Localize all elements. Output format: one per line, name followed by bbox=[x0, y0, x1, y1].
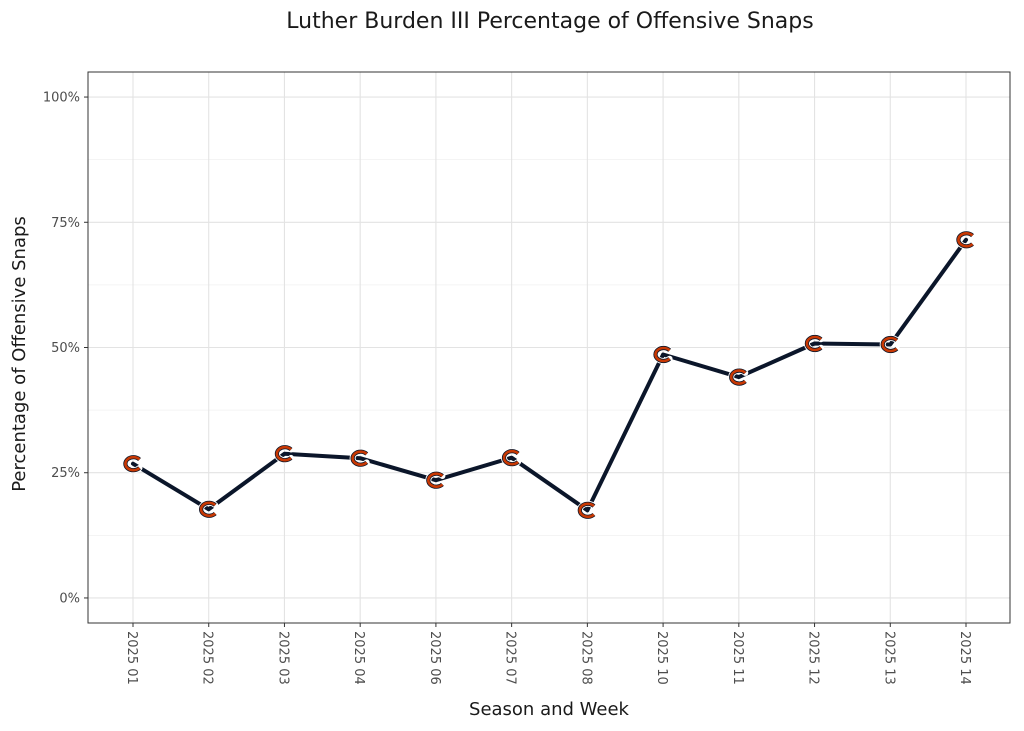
data-point bbox=[879, 335, 900, 354]
series-line bbox=[131, 237, 968, 513]
x-tick-label: 2025 12 bbox=[806, 631, 821, 685]
x-tick-label: 2025 07 bbox=[503, 631, 518, 685]
bears-c-logo-fill bbox=[275, 445, 292, 462]
x-axis-title: Season and Week bbox=[469, 699, 630, 720]
data-point bbox=[349, 448, 370, 468]
bears-c-logo-fill bbox=[124, 455, 141, 472]
bears-c-logo-fill bbox=[502, 449, 519, 466]
y-tick-label: 0% bbox=[59, 591, 80, 606]
y-tick-label: 50% bbox=[51, 341, 80, 356]
x-tick-label: 2025 01 bbox=[124, 631, 139, 685]
chart-title: Luther Burden III Percentage of Offensiv… bbox=[286, 9, 813, 34]
x-tick-label: 2025 02 bbox=[200, 631, 215, 685]
markers bbox=[122, 230, 976, 520]
y-axis: 0% 25% 50% 75% 100% bbox=[43, 91, 88, 606]
x-tick-label: 2025 10 bbox=[654, 631, 669, 685]
x-axis: 2025 01 2025 02 2025 03 2025 04 2025 06 2025 … bbox=[124, 623, 972, 685]
y-tick-label: 25% bbox=[51, 466, 80, 481]
x-tick-label: 2025 14 bbox=[957, 631, 972, 685]
bears-c-logo-fill bbox=[805, 335, 822, 352]
x-tick-label: 2025 13 bbox=[881, 631, 896, 685]
data-point bbox=[803, 334, 824, 353]
data-point bbox=[576, 500, 597, 520]
data-point bbox=[955, 230, 976, 250]
x-tick-label: 2025 11 bbox=[730, 631, 745, 685]
data-point bbox=[728, 367, 749, 387]
data-point bbox=[501, 448, 522, 468]
y-tick-label: 100% bbox=[43, 91, 80, 106]
x-tick-label: 2025 04 bbox=[351, 631, 366, 685]
data-point bbox=[273, 444, 294, 464]
bears-c-logo-fill bbox=[351, 450, 368, 466]
bears-c-logo-fill bbox=[199, 501, 217, 518]
bears-c-logo-fill bbox=[729, 369, 747, 385]
x-tick-label: 2025 03 bbox=[275, 631, 290, 685]
data-point bbox=[652, 345, 673, 364]
x-tick-label: 2025 08 bbox=[578, 631, 593, 685]
y-axis-title: Percentage of Offensive Snaps bbox=[9, 216, 30, 492]
bears-c-logo-fill bbox=[427, 472, 444, 488]
x-tick-label: 2025 06 bbox=[427, 631, 442, 685]
data-point bbox=[198, 499, 219, 519]
grid bbox=[88, 72, 1010, 623]
bears-c-logo-fill bbox=[654, 346, 671, 363]
bears-c-logo-fill bbox=[881, 336, 898, 353]
y-tick-label: 75% bbox=[51, 216, 80, 231]
bears-c-logo-fill bbox=[578, 502, 595, 519]
bears-c-logo-fill bbox=[957, 232, 974, 248]
data-point bbox=[122, 454, 143, 474]
data-point bbox=[425, 470, 446, 490]
